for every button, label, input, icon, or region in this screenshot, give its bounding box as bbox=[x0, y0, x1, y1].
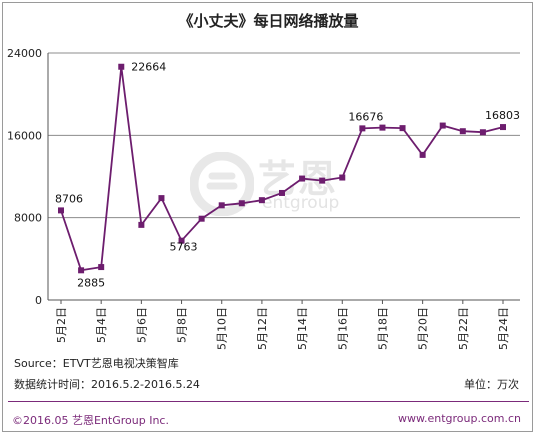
data-point bbox=[279, 189, 285, 196]
data-point bbox=[218, 202, 225, 209]
data-point bbox=[479, 129, 486, 136]
data-point bbox=[198, 215, 205, 222]
data-point bbox=[158, 195, 165, 202]
data-point bbox=[379, 124, 386, 131]
data-point bbox=[78, 267, 85, 274]
x-tick-label: 5月12日 bbox=[256, 307, 269, 350]
entgroup-logo-icon bbox=[190, 152, 254, 216]
data-point bbox=[399, 125, 406, 132]
data-point bbox=[178, 237, 185, 244]
data-point bbox=[359, 125, 366, 132]
data-label: 5763 bbox=[170, 241, 198, 254]
data-point bbox=[58, 207, 64, 214]
y-tick-label: 24000 bbox=[7, 47, 42, 60]
x-tick-label: 5月8日 bbox=[176, 307, 189, 343]
data-point bbox=[118, 63, 125, 70]
y-tick-label: 8000 bbox=[14, 212, 42, 225]
data-point bbox=[258, 197, 265, 204]
data-point bbox=[138, 221, 145, 228]
data-point bbox=[500, 124, 506, 131]
data-label: 8706 bbox=[55, 192, 83, 205]
data-point bbox=[419, 151, 426, 158]
data-label: 2885 bbox=[77, 276, 105, 289]
footer-divider bbox=[8, 401, 529, 402]
data-label: 22664 bbox=[131, 61, 166, 74]
website-link[interactable]: www.entgroup.com.cn bbox=[398, 412, 521, 425]
copyright-text: ©2016.05 艺恩EntGroup Inc. bbox=[12, 414, 169, 427]
line-chart: 0 8000 16000 24000 5月2日 5月4日 5月6日 5月8日 5月10日 5月12… bbox=[7, 47, 520, 350]
period-text: 数据统计时间：2016.5.2-2016.5.24 bbox=[14, 378, 200, 391]
x-tick-label: 5月4日 bbox=[95, 307, 108, 343]
data-label: 16676 bbox=[348, 110, 383, 123]
data-point bbox=[238, 200, 245, 207]
data-point bbox=[319, 177, 326, 184]
data-point bbox=[459, 128, 466, 135]
x-tick-label: 5月20日 bbox=[417, 307, 430, 350]
data-point bbox=[98, 264, 105, 271]
x-tick-label: 5月2日 bbox=[55, 307, 68, 343]
data-point bbox=[299, 175, 306, 182]
y-tick-label: 0 bbox=[35, 294, 42, 307]
x-tick-label: 5月22日 bbox=[457, 307, 470, 350]
series-line bbox=[60, 66, 504, 272]
x-tick-label: 5月16日 bbox=[336, 307, 349, 350]
chart-title: 《小丈夫》每日网络播放量 bbox=[178, 12, 359, 30]
x-tick-label: 5月18日 bbox=[376, 307, 389, 350]
watermark-sub: entgroup bbox=[262, 193, 340, 213]
x-tick-label: 5月10日 bbox=[216, 307, 229, 350]
data-label: 16803 bbox=[485, 109, 520, 122]
source-text: Source：ETVT艺恩电视决策智库 bbox=[14, 357, 179, 370]
x-tick-label: 5月14日 bbox=[296, 307, 309, 350]
y-tick-label: 16000 bbox=[7, 129, 42, 142]
x-tick-label: 5月24日 bbox=[497, 307, 510, 350]
chart-frame bbox=[2, 2, 533, 432]
x-tick-label: 5月6日 bbox=[135, 307, 148, 343]
data-point bbox=[339, 174, 346, 181]
unit-text: 单位：万次 bbox=[464, 378, 519, 391]
data-point bbox=[439, 122, 446, 129]
